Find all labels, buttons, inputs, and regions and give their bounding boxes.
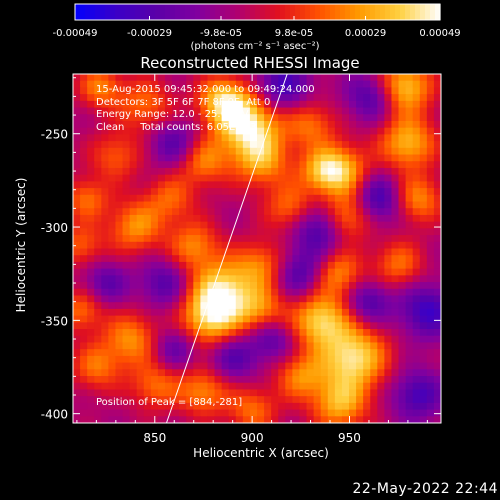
y-tick-labels: -250 -300 -350 -400 <box>41 128 68 422</box>
colorbar-tick-labels: -0.00049 -0.00029 -9.8e-05 9.8e-05 0.00029 0.… <box>53 28 461 39</box>
colorbar-tick-label: -0.00049 <box>53 28 98 39</box>
info-detectors: Detectors: 3F 5F 6F 7F 8F 9F, Att 0 <box>96 96 271 108</box>
x-tick-label: 950 <box>338 431 361 445</box>
colorbar <box>74 3 441 21</box>
colorbar-tick-label: 0.00049 <box>419 28 460 39</box>
y-axis-label: Heliocentric Y (arcsec) <box>14 178 28 313</box>
info-energy-range: Energy Range: 12.0 - 25.0 keV <box>96 109 249 120</box>
colorbar-tick-label: 9.8e-05 <box>275 28 313 39</box>
y-tick-label: -250 <box>41 128 68 142</box>
y-tick-label: -400 <box>41 408 68 422</box>
x-tick-labels: 850 900 950 <box>143 431 361 445</box>
x-axis-label: Heliocentric X (arcsec) <box>193 446 329 460</box>
y-tick-label: -300 <box>41 221 68 235</box>
info-clean-counts: Clean Total counts: 6.05E+03 <box>96 121 257 133</box>
x-tick-label: 900 <box>241 431 264 445</box>
colorbar-tick-label: -0.00029 <box>127 28 172 39</box>
colorbar-tick-label: 0.00029 <box>345 28 386 39</box>
observation-info: 15-Aug-2015 09:45:32.000 to 09:49:24.000… <box>96 84 315 134</box>
colorbar-unit-label: (photons cm⁻² s⁻¹ asec⁻²) <box>190 41 319 52</box>
y-tick-label: -350 <box>41 314 68 328</box>
plot-frame <box>72 73 442 424</box>
x-tick-label: 850 <box>143 431 166 445</box>
info-time-range: 15-Aug-2015 09:45:32.000 to 09:49:24.000 <box>96 84 315 95</box>
peak-position-label: Position of Peak = [884,-281] <box>96 397 243 408</box>
colorbar-tick-label: -9.8e-05 <box>200 28 242 39</box>
chart-title: Reconstructed RHESSI Image <box>140 54 359 72</box>
axis-ticks <box>73 74 441 423</box>
limb-line <box>165 73 288 424</box>
timestamp: 22-May-2022 22:44 <box>352 481 498 497</box>
heatmap <box>73 74 442 424</box>
